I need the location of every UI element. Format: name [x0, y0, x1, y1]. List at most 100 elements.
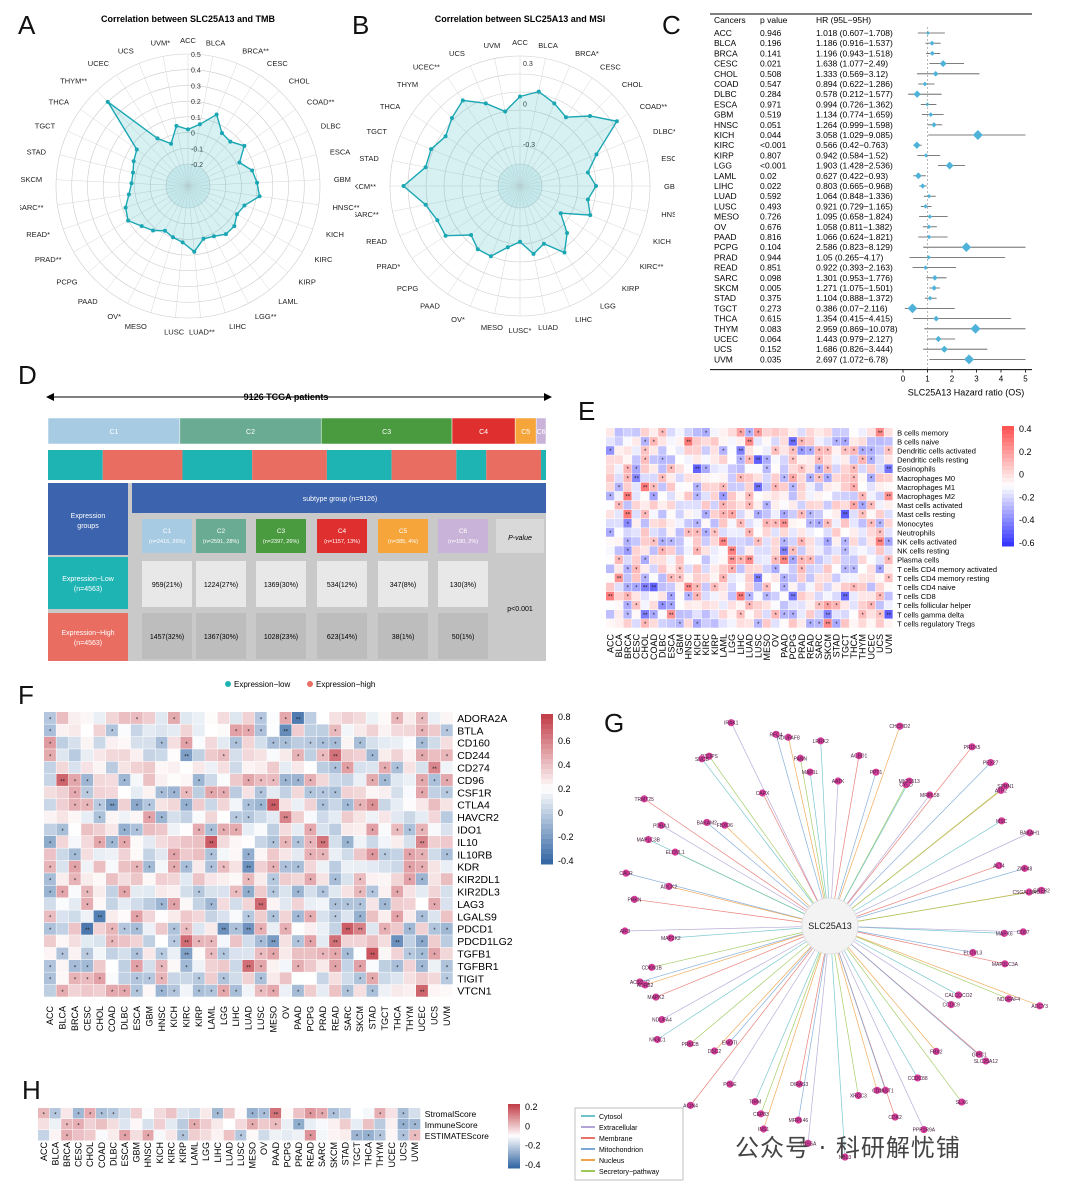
heatmap-cell: [316, 910, 329, 923]
significance-mark: *: [74, 779, 77, 785]
heatmap-cell: [354, 885, 366, 898]
heatmap-cell: [797, 555, 806, 564]
ppi-network: LRRK2AATKACBD1PPT1CHCHD2CYLDMIOS513MRPL5…: [619, 719, 1050, 1161]
heatmap-row-label: TGFB1: [457, 949, 491, 961]
heatmap-cell: [753, 446, 763, 455]
significance-mark: *: [653, 495, 656, 501]
network-node-label: PRKCB: [681, 1042, 699, 1048]
colorbar-segment: [1002, 474, 1014, 479]
network-node-label: FBXO6: [717, 823, 734, 829]
heatmap-cell: [292, 736, 304, 749]
heatmap-cell: [217, 848, 230, 861]
heatmap-cell: [341, 774, 354, 786]
significance-mark: *: [879, 595, 882, 601]
heatmap-cell: [675, 546, 684, 555]
significance-mark: *: [223, 953, 226, 959]
heatmap-cell: [684, 437, 693, 446]
network-edge: [730, 722, 831, 927]
heatmap-cell: [212, 1108, 224, 1119]
heatmap-cell: [623, 455, 632, 464]
heatmap-cell: [675, 591, 684, 601]
significance-mark: *: [148, 978, 151, 984]
significance-mark: **: [686, 440, 691, 446]
significance-mark: *: [384, 903, 387, 909]
heatmap-cell: [106, 922, 118, 935]
low-value-text: 959(21%): [152, 582, 182, 589]
heatmap-cell: [771, 455, 780, 464]
significance-mark: **: [321, 841, 326, 847]
expression-bar-segment: [182, 450, 253, 480]
significance-mark: **: [730, 549, 735, 555]
heatmap-cell: [719, 573, 728, 583]
heatmap-cell: [188, 1130, 200, 1141]
heatmap-cell: [293, 1119, 305, 1130]
cluster-header-name: C5: [399, 528, 408, 535]
significance-mark: *: [653, 485, 656, 491]
heatmap-cell: [745, 491, 754, 501]
significance-mark: **: [782, 549, 787, 555]
heatmap-cell: [304, 1130, 316, 1141]
colorbar-segment: [1002, 486, 1014, 491]
heatmap-row-label: Dendritic cells resting: [897, 456, 968, 465]
radar-tick-label: 0.5: [191, 52, 201, 59]
significance-mark: *: [198, 891, 201, 897]
radar-point: [162, 228, 167, 233]
heatmap-cell: [192, 860, 205, 873]
heatmap-cell: [168, 798, 180, 811]
heatmap-cell: [316, 860, 329, 873]
heatmap-cell: [780, 573, 789, 583]
heatmap-cell: [386, 1119, 398, 1130]
heatmap-cell: [366, 811, 379, 824]
heatmap-cell: [143, 736, 156, 749]
heatmap-cell: [254, 712, 267, 724]
heatmap-cell: [701, 446, 710, 455]
heatmap-cell: [192, 823, 205, 836]
heatmap-row-label: T cells CD4 memory resting: [897, 574, 989, 583]
significance-mark: *: [409, 928, 412, 934]
heatmap-col-label: THYM: [405, 1006, 415, 1032]
heatmap-cell: [316, 1130, 328, 1141]
heatmap-row-label: Mast cells resting: [897, 510, 955, 519]
heatmap-cell: [230, 972, 242, 985]
significance-mark: *: [347, 804, 350, 810]
heatmap-row-label: KIR2DL3: [457, 887, 500, 899]
network-node-label: CHCHD2: [889, 724, 910, 730]
significance-mark: *: [247, 779, 250, 785]
heatmap-cell: [428, 823, 441, 836]
significance-mark: *: [835, 440, 838, 446]
heatmap-cell: [623, 582, 632, 592]
heatmap-cell: [606, 455, 615, 464]
forest-hr-text: 1.018 (0.607−1.708): [816, 28, 893, 38]
heatmap-cell: [217, 761, 230, 774]
heatmap-cell: [304, 984, 317, 997]
heatmap-cell: [130, 972, 143, 985]
heatmap-cell: [403, 885, 416, 898]
heatmap-cell: [753, 437, 763, 446]
colorbar-segment: [541, 809, 553, 815]
heatmap-cell: [254, 798, 267, 811]
heatmap-cell: [806, 455, 815, 464]
colorbar-segment: [508, 1121, 520, 1124]
heatmap-cell: [666, 573, 676, 583]
heatmap-cell: [719, 600, 728, 610]
heatmap-cell: [93, 736, 106, 749]
heatmap-cell: [391, 972, 404, 985]
high-value-text: 38(1%): [392, 634, 415, 641]
forest-pvalue: 0.547: [760, 79, 782, 89]
significance-mark: *: [185, 866, 188, 872]
heatmap-cell: [316, 898, 329, 910]
heatmap-cell: [840, 500, 850, 510]
significance-mark: *: [774, 522, 777, 528]
heatmap-cell: [753, 491, 763, 501]
heatmap-cell: [192, 972, 205, 985]
heatmap-cell: [727, 446, 736, 455]
heatmap-cell: [192, 935, 205, 948]
heatmap-cell: [658, 428, 667, 437]
forest-cancer-label: UCS: [714, 344, 732, 354]
heatmap-cell: [710, 573, 719, 583]
network-node-label: TIRM: [749, 1100, 761, 1106]
heatmap-cell: [745, 437, 754, 446]
significance-mark: *: [123, 891, 126, 897]
heatmap-cell: [96, 1130, 108, 1141]
heatmap-cell: [154, 1119, 166, 1130]
